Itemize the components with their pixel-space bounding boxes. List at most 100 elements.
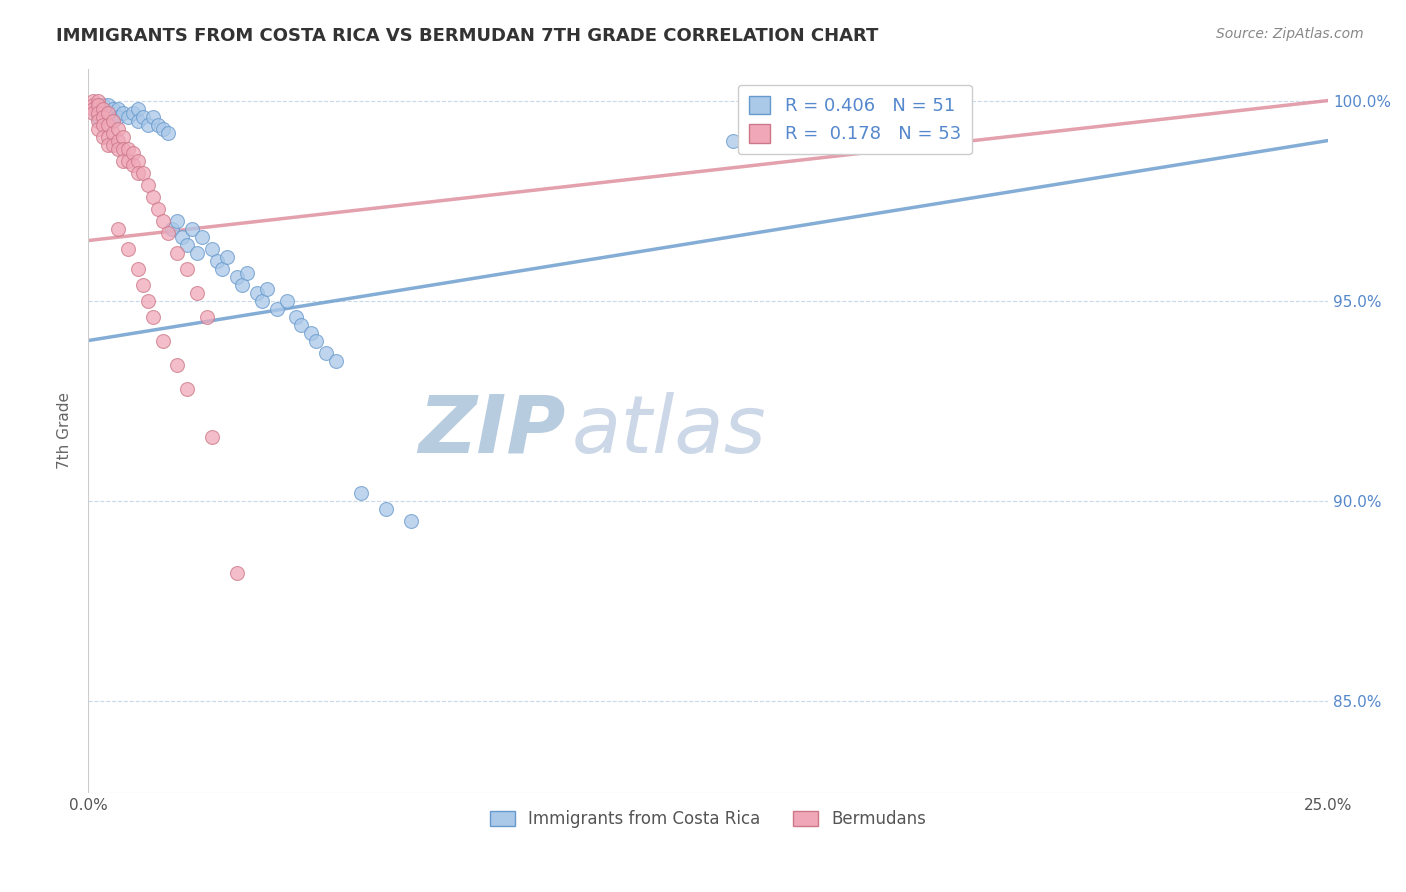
Point (299, 326, 322, 340)
Point (721, 134, 744, 148)
Point (156, 226, 179, 240)
Point (176, 382, 198, 396)
Point (87, 97, 110, 112)
Point (290, 318, 312, 332)
Point (111, 105, 134, 120)
Point (152, 121, 174, 136)
Point (374, 501, 396, 516)
Point (246, 285, 269, 300)
Point (315, 345, 337, 359)
Point (176, 261, 198, 276)
Point (195, 310, 218, 324)
Point (156, 126, 179, 140)
Point (325, 353, 347, 368)
Point (97, 137, 120, 152)
Point (91, 102, 114, 116)
Point (186, 245, 208, 260)
Point (172, 229, 194, 244)
Point (181, 221, 204, 235)
Point (142, 189, 165, 203)
Point (107, 102, 129, 116)
Text: atlas: atlas (572, 392, 766, 469)
Point (142, 110, 165, 124)
Point (82, 94, 104, 108)
Text: ZIP: ZIP (418, 392, 565, 469)
Point (87, 97, 110, 112)
Point (82, 97, 104, 112)
Point (121, 145, 143, 160)
Point (91, 97, 114, 112)
Point (132, 165, 155, 179)
Point (117, 110, 139, 124)
Point (101, 126, 124, 140)
Point (121, 157, 143, 171)
Point (166, 213, 188, 227)
Point (111, 142, 134, 156)
Point (266, 301, 288, 316)
Point (136, 178, 159, 192)
Point (146, 202, 169, 216)
Point (107, 121, 129, 136)
Point (111, 153, 134, 168)
Point (132, 110, 155, 124)
Point (87, 105, 110, 120)
Point (201, 242, 224, 256)
Point (215, 250, 238, 264)
Point (117, 142, 139, 156)
Point (136, 118, 159, 132)
Point (117, 153, 139, 168)
Point (350, 485, 373, 500)
Point (97, 118, 120, 132)
Point (107, 134, 129, 148)
Point (166, 358, 188, 372)
Point (111, 129, 134, 144)
Point (250, 293, 273, 308)
Point (162, 221, 184, 235)
Point (101, 113, 124, 128)
Point (127, 113, 149, 128)
Point (87, 110, 110, 124)
Point (285, 310, 308, 324)
Point (91, 118, 114, 132)
Point (91, 129, 114, 144)
Y-axis label: 7th Grade: 7th Grade (58, 392, 72, 469)
Point (186, 285, 208, 300)
Point (97, 129, 120, 144)
Point (101, 102, 124, 116)
Point (82, 102, 104, 116)
Point (132, 277, 155, 292)
Point (305, 334, 328, 348)
Point (236, 266, 259, 280)
Point (127, 102, 149, 116)
Point (121, 105, 143, 120)
Point (166, 245, 188, 260)
Point (117, 242, 139, 256)
Point (97, 105, 120, 120)
Point (97, 105, 120, 120)
Point (152, 213, 174, 227)
Point (201, 429, 224, 443)
Point (211, 261, 233, 276)
Point (91, 105, 114, 120)
Point (142, 310, 165, 324)
Point (276, 293, 298, 308)
Point (127, 153, 149, 168)
Point (152, 334, 174, 348)
Point (226, 269, 249, 284)
Legend: Immigrants from Costa Rica, Bermudans: Immigrants from Costa Rica, Bermudans (482, 804, 934, 835)
Text: IMMIGRANTS FROM COSTA RICA VS BERMUDAN 7TH GRADE CORRELATION CHART: IMMIGRANTS FROM COSTA RICA VS BERMUDAN 7… (56, 27, 879, 45)
Point (176, 237, 198, 252)
Point (256, 281, 278, 295)
Text: Source: ZipAtlas.com: Source: ZipAtlas.com (1216, 27, 1364, 41)
Point (399, 514, 422, 528)
Point (91, 110, 114, 124)
Point (107, 142, 129, 156)
Point (107, 221, 129, 235)
Point (87, 94, 110, 108)
Point (82, 105, 104, 120)
Point (127, 261, 149, 276)
Point (226, 566, 249, 580)
Point (205, 253, 228, 268)
Point (136, 293, 159, 308)
Point (127, 165, 149, 179)
